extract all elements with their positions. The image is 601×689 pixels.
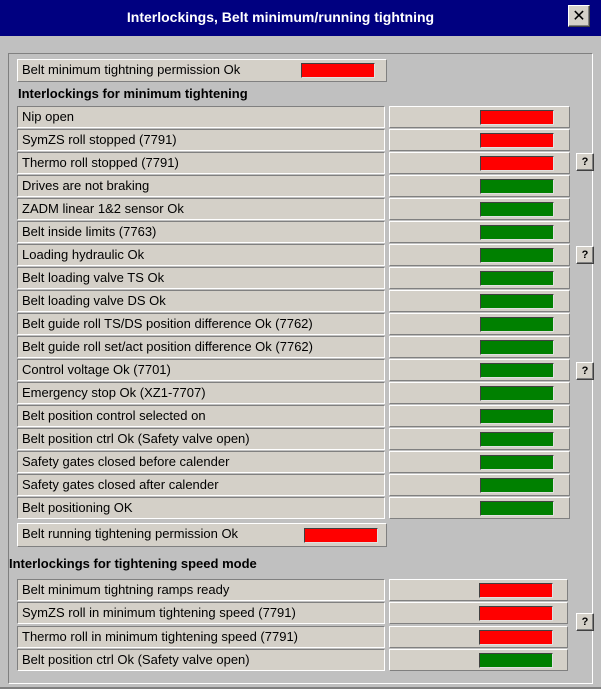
interlock-label: Belt position control selected on (17, 405, 385, 427)
interlock-label: Nip open (17, 106, 385, 128)
interlock-label: Safety gates closed after calender (17, 474, 385, 496)
interlock-status-cell (389, 129, 570, 151)
interlock-status-cell (389, 451, 570, 473)
status-lamp-red (479, 583, 553, 598)
interlock-label: Drives are not braking (17, 175, 385, 197)
min-permission-label: Belt minimum tightning permission Ok (22, 62, 241, 77)
status-lamp-green (480, 202, 554, 217)
running-tightening-permission: Belt running tightening permission Ok (17, 523, 387, 547)
interlock-status-cell (389, 198, 570, 220)
status-lamp-green (480, 340, 554, 355)
status-lamp-red (480, 156, 554, 171)
status-lamp-green (480, 478, 554, 493)
interlock-label: Belt minimum tightning ramps ready (17, 579, 385, 601)
interlock-status-cell (389, 267, 570, 289)
help-button-thermo-roll[interactable]: ? (576, 153, 594, 171)
interlock-status-cell (389, 221, 570, 243)
status-lamp-green (480, 501, 554, 516)
status-lamp-red (480, 133, 554, 148)
interlock-status-cell (389, 474, 570, 496)
min-permission-lamp (301, 63, 375, 78)
status-lamp-red (479, 629, 553, 645)
interlock-label: Belt guide roll set/act position differe… (17, 336, 385, 358)
interlock-label: Loading hydraulic Ok (17, 244, 385, 266)
status-lamp-green (480, 225, 554, 240)
interlock-status-cell (389, 579, 568, 601)
interlock-label: Belt guide roll TS/DS position differenc… (17, 313, 385, 335)
interlock-status-cell (389, 359, 570, 381)
bottom-border (0, 687, 601, 689)
interlock-label: Belt positioning OK (17, 497, 385, 519)
interlock-label: SymZS roll in minimum tightening speed (… (17, 602, 385, 625)
status-lamp-green (480, 455, 554, 470)
status-lamp-green (480, 294, 554, 309)
close-button[interactable]: ✕ (568, 5, 590, 27)
interlock-label: Thermo roll stopped (7791) (17, 152, 385, 174)
interlock-label: Belt loading valve DS Ok (17, 290, 385, 312)
min-tightening-permission: Belt minimum tightning permission Ok (17, 59, 387, 82)
interlock-label: Thermo roll in minimum tightening speed … (17, 625, 385, 648)
window-title: Interlockings, Belt minimum/running tigh… (126, 9, 435, 25)
interlock-status-cell (389, 602, 568, 625)
interlock-label: Safety gates closed before calender (17, 451, 385, 473)
status-lamp-red (479, 606, 553, 622)
status-lamp-green (479, 652, 553, 668)
interlock-status-cell (389, 152, 570, 174)
title-bar: Interlockings, Belt minimum/running tigh… (0, 0, 601, 36)
running-permission-lamp (304, 528, 378, 543)
interlock-status-cell (389, 313, 570, 335)
interlock-status-cell (389, 336, 570, 358)
interlock-label: Emergency stop Ok (XZ1-7707) (17, 382, 385, 404)
status-lamp-green (480, 317, 554, 332)
interlock-status-cell (389, 290, 570, 312)
interlock-status-cell (389, 405, 570, 427)
speed-section-heading: Interlockings for tightening speed mode (9, 556, 257, 571)
status-lamp-green (480, 271, 554, 286)
status-lamp-green (480, 179, 554, 194)
interlock-label: SymZS roll stopped (7791) (17, 129, 385, 151)
interlock-status-cell (389, 244, 570, 266)
running-permission-label: Belt running tightening permission Ok (22, 526, 239, 541)
interlock-label: Belt position ctrl Ok (Safety valve open… (17, 648, 385, 671)
help-button-control-voltage[interactable]: ? (576, 362, 594, 380)
interlock-label: Belt loading valve TS Ok (17, 267, 385, 289)
interlock-label: Belt position ctrl Ok (Safety valve open… (17, 428, 385, 450)
interlock-label: Belt inside limits (7763) (17, 221, 385, 243)
interlock-label: Control voltage Ok (7701) (17, 359, 385, 381)
interlock-status-cell (389, 625, 568, 648)
interlock-status-cell (389, 175, 570, 197)
status-lamp-red (480, 110, 554, 125)
interlock-status-cell (389, 428, 570, 450)
status-lamp-green (480, 386, 554, 401)
min-section-heading: Interlockings for minimum tightening (18, 86, 248, 101)
help-button-speed-mode[interactable]: ? (576, 613, 594, 631)
interlock-status-cell (389, 382, 570, 404)
help-button-loading-hydraulic[interactable]: ? (576, 246, 594, 264)
interlock-status-cell (389, 497, 570, 519)
status-lamp-green (480, 432, 554, 447)
status-lamp-green (480, 363, 554, 378)
interlock-label: ZADM linear 1&2 sensor Ok (17, 198, 385, 220)
interlock-status-cell (389, 648, 568, 671)
status-lamp-green (480, 248, 554, 263)
status-lamp-green (480, 409, 554, 424)
interlock-status-cell (389, 106, 570, 128)
